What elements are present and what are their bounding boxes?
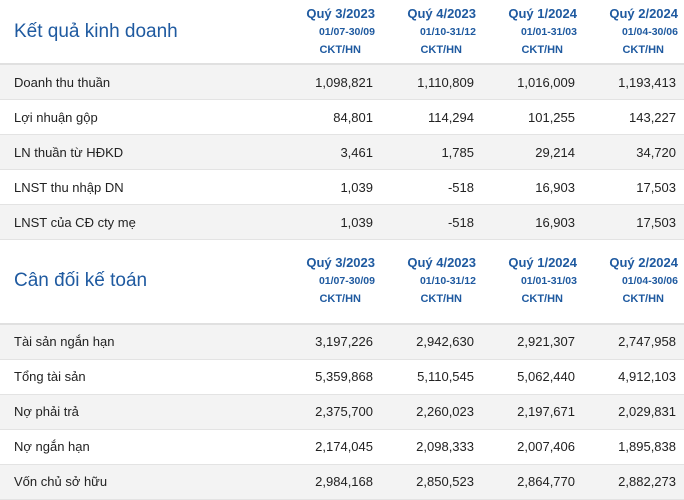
cell-value: 34,720 (583, 134, 684, 170)
cell-value: 4,912,103 (583, 359, 684, 395)
cell-value: 1,110,809 (381, 63, 482, 100)
table-row: LNST thu nhập DN 1,039 -518 16,903 17,50… (0, 169, 684, 205)
table-row: Lợi nhuận gộp 84,801 114,294 101,255 143… (0, 99, 684, 135)
row-label: LNST của CĐ cty mẹ (0, 204, 280, 240)
quarter-label: Quý 1/2024 (508, 5, 577, 21)
cell-value: 17,503 (583, 204, 684, 240)
unit-label: CKT/HN (319, 43, 361, 56)
date-range: 01/04-30/06 (621, 25, 678, 38)
row-label: LNST thu nhập DN (0, 169, 280, 205)
cell-value: 1,039 (280, 169, 381, 205)
cell-value: 2,007,406 (482, 429, 583, 465)
unit-label: CKT/HN (521, 293, 563, 306)
cell-value: -518 (381, 169, 482, 205)
cell-value: 101,255 (482, 99, 583, 135)
row-label: Doanh thu thuần (0, 63, 280, 100)
cell-value: 2,942,630 (381, 322, 482, 360)
cell-value: 2,174,045 (280, 429, 381, 465)
unit-label: CKT/HN (420, 43, 462, 56)
row-label: Nợ ngắn hạn (0, 429, 280, 465)
table-row: Doanh thu thuần 1,098,821 1,110,809 1,01… (0, 63, 684, 100)
column-header[interactable]: Quý 1/2024 01/01-31/03 CKT/HN (482, 0, 583, 64)
date-range: 01/10-31/12 (419, 275, 476, 288)
cell-value: 1,016,009 (482, 63, 583, 100)
cell-value: 114,294 (381, 99, 482, 135)
quarter-label: Quý 3/2023 (306, 255, 375, 271)
date-range: 01/01-31/03 (520, 275, 577, 288)
unit-label: CKT/HN (319, 293, 361, 306)
cell-value: 2,260,023 (381, 394, 482, 430)
cell-value: 5,110,545 (381, 359, 482, 395)
table-row: Nợ ngắn hạn 2,174,045 2,098,333 2,007,40… (0, 429, 684, 465)
cell-value: 16,903 (482, 204, 583, 240)
cell-value: 29,214 (482, 134, 583, 170)
cell-value: 3,197,226 (280, 322, 381, 360)
column-header[interactable]: Quý 2/2024 01/04-30/06 CKT/HN (583, 0, 684, 64)
row-label: LN thuần từ HĐKD (0, 134, 280, 170)
cell-value: 84,801 (280, 99, 381, 135)
quarter-label: Quý 4/2023 (407, 5, 476, 21)
cell-value: 2,375,700 (280, 394, 381, 430)
date-range: 01/07-30/09 (318, 25, 375, 38)
section-header-balance: Cân đối kế toán Quý 3/2023 01/07-30/09 C… (0, 240, 684, 324)
row-label: Tổng tài sản (0, 359, 280, 395)
quarter-label: Quý 2/2024 (609, 5, 678, 21)
quarter-label: Quý 4/2023 (407, 255, 476, 271)
date-range: 01/07-30/09 (318, 275, 375, 288)
section-title: Cân đối kế toán (14, 270, 148, 292)
cell-value: 1,785 (381, 134, 482, 170)
section-title: Kết quả kinh doanh (14, 20, 178, 42)
column-header[interactable]: Quý 3/2023 01/07-30/09 CKT/HN (280, 240, 381, 324)
date-range: 01/04-30/06 (621, 275, 678, 288)
cell-value: 143,227 (583, 99, 684, 135)
date-range: 01/01-31/03 (520, 25, 577, 38)
cell-value: 1,193,413 (583, 63, 684, 100)
cell-value: 1,895,838 (583, 429, 684, 465)
table-row: LNST của CĐ cty mẹ 1,039 -518 16,903 17,… (0, 204, 684, 240)
column-header[interactable]: Quý 4/2023 01/10-31/12 CKT/HN (381, 0, 482, 64)
column-header[interactable]: Quý 3/2023 01/07-30/09 CKT/HN (280, 0, 381, 64)
cell-value: 2,029,831 (583, 394, 684, 430)
table-row: Nợ phải trả 2,375,700 2,260,023 2,197,67… (0, 394, 684, 430)
cell-value: 5,359,868 (280, 359, 381, 395)
cell-value: 16,903 (482, 169, 583, 205)
unit-label: CKT/HN (420, 293, 462, 306)
cell-value: 1,039 (280, 204, 381, 240)
unit-label: CKT/HN (521, 43, 563, 56)
cell-value: 3,461 (280, 134, 381, 170)
row-label: Lợi nhuận gộp (0, 99, 280, 135)
cell-value: 2,747,958 (583, 322, 684, 360)
quarter-label: Quý 1/2024 (508, 255, 577, 271)
cell-value: 5,062,440 (482, 359, 583, 395)
cell-value: 2,098,333 (381, 429, 482, 465)
unit-label: CKT/HN (622, 293, 664, 306)
cell-value: 2,921,307 (482, 322, 583, 360)
row-label: Nợ phải trả (0, 394, 280, 430)
quarter-label: Quý 3/2023 (306, 5, 375, 21)
cell-value: 17,503 (583, 169, 684, 205)
cell-value: 2,197,671 (482, 394, 583, 430)
table-row: Tổng tài sản 5,359,868 5,110,545 5,062,4… (0, 359, 684, 395)
cell-value: -518 (381, 204, 482, 240)
quarter-label: Quý 2/2024 (609, 255, 678, 271)
row-label: Tài sản ngắn hạn (0, 322, 280, 360)
section-header-income: Kết quả kinh doanh Quý 3/2023 01/07-30/0… (0, 0, 684, 64)
table-row: LN thuần từ HĐKD 3,461 1,785 29,214 34,7… (0, 134, 684, 170)
cell-value: 1,098,821 (280, 63, 381, 100)
date-range: 01/10-31/12 (419, 25, 476, 38)
column-header[interactable]: Quý 4/2023 01/10-31/12 CKT/HN (381, 240, 482, 324)
column-header[interactable]: Quý 1/2024 01/01-31/03 CKT/HN (482, 240, 583, 324)
column-header[interactable]: Quý 2/2024 01/04-30/06 CKT/HN (583, 240, 684, 324)
table-row: Tài sản ngắn hạn 3,197,226 2,942,630 2,9… (0, 322, 684, 360)
unit-label: CKT/HN (622, 43, 664, 56)
